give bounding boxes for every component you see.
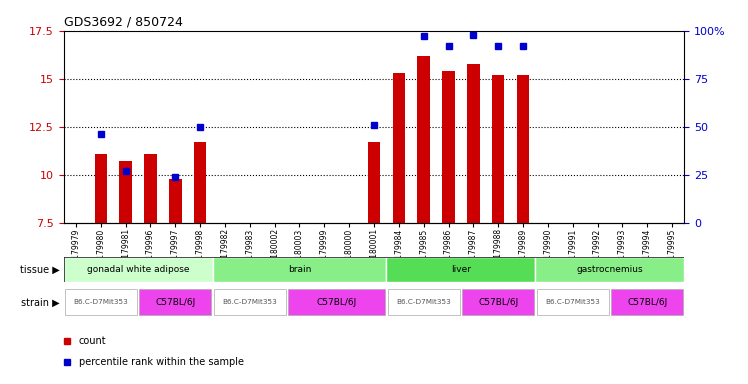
Text: percentile rank within the sample: percentile rank within the sample xyxy=(79,357,244,367)
Bar xyxy=(214,290,286,315)
Text: C57BL/6J: C57BL/6J xyxy=(627,298,667,307)
Text: B6.C-D7Mit353: B6.C-D7Mit353 xyxy=(73,300,128,305)
Bar xyxy=(64,257,212,282)
Bar xyxy=(194,142,206,223)
Bar xyxy=(393,73,405,223)
Bar xyxy=(517,75,529,223)
Text: B6.C-D7Mit353: B6.C-D7Mit353 xyxy=(545,300,600,305)
Bar xyxy=(417,56,430,223)
Bar xyxy=(462,290,534,315)
Bar xyxy=(387,290,460,315)
Text: C57BL/6J: C57BL/6J xyxy=(316,298,357,307)
Bar xyxy=(536,257,684,282)
Bar xyxy=(212,257,387,282)
Bar xyxy=(368,142,380,223)
Bar xyxy=(169,179,182,223)
Text: C57BL/6J: C57BL/6J xyxy=(478,298,518,307)
Text: GDS3692 / 850724: GDS3692 / 850724 xyxy=(64,15,183,28)
Text: gonadal white adipose: gonadal white adipose xyxy=(87,265,189,274)
Text: count: count xyxy=(79,336,106,346)
Bar xyxy=(536,290,609,315)
Bar xyxy=(442,71,455,223)
Bar xyxy=(94,154,107,223)
Bar xyxy=(288,290,385,315)
Bar xyxy=(65,290,137,315)
Text: C57BL/6J: C57BL/6J xyxy=(155,298,195,307)
Bar xyxy=(611,290,683,315)
Text: brain: brain xyxy=(288,265,311,274)
Text: B6.C-D7Mit353: B6.C-D7Mit353 xyxy=(222,300,278,305)
Bar xyxy=(120,161,132,223)
Text: liver: liver xyxy=(451,265,471,274)
Text: gastrocnemius: gastrocnemius xyxy=(577,265,643,274)
Text: tissue ▶: tissue ▶ xyxy=(20,265,60,275)
Text: B6.C-D7Mit353: B6.C-D7Mit353 xyxy=(396,300,451,305)
Bar xyxy=(387,257,536,282)
Bar xyxy=(467,64,479,223)
Bar xyxy=(144,154,156,223)
Bar xyxy=(492,75,504,223)
Bar xyxy=(139,290,212,315)
Text: strain ▶: strain ▶ xyxy=(21,297,60,308)
